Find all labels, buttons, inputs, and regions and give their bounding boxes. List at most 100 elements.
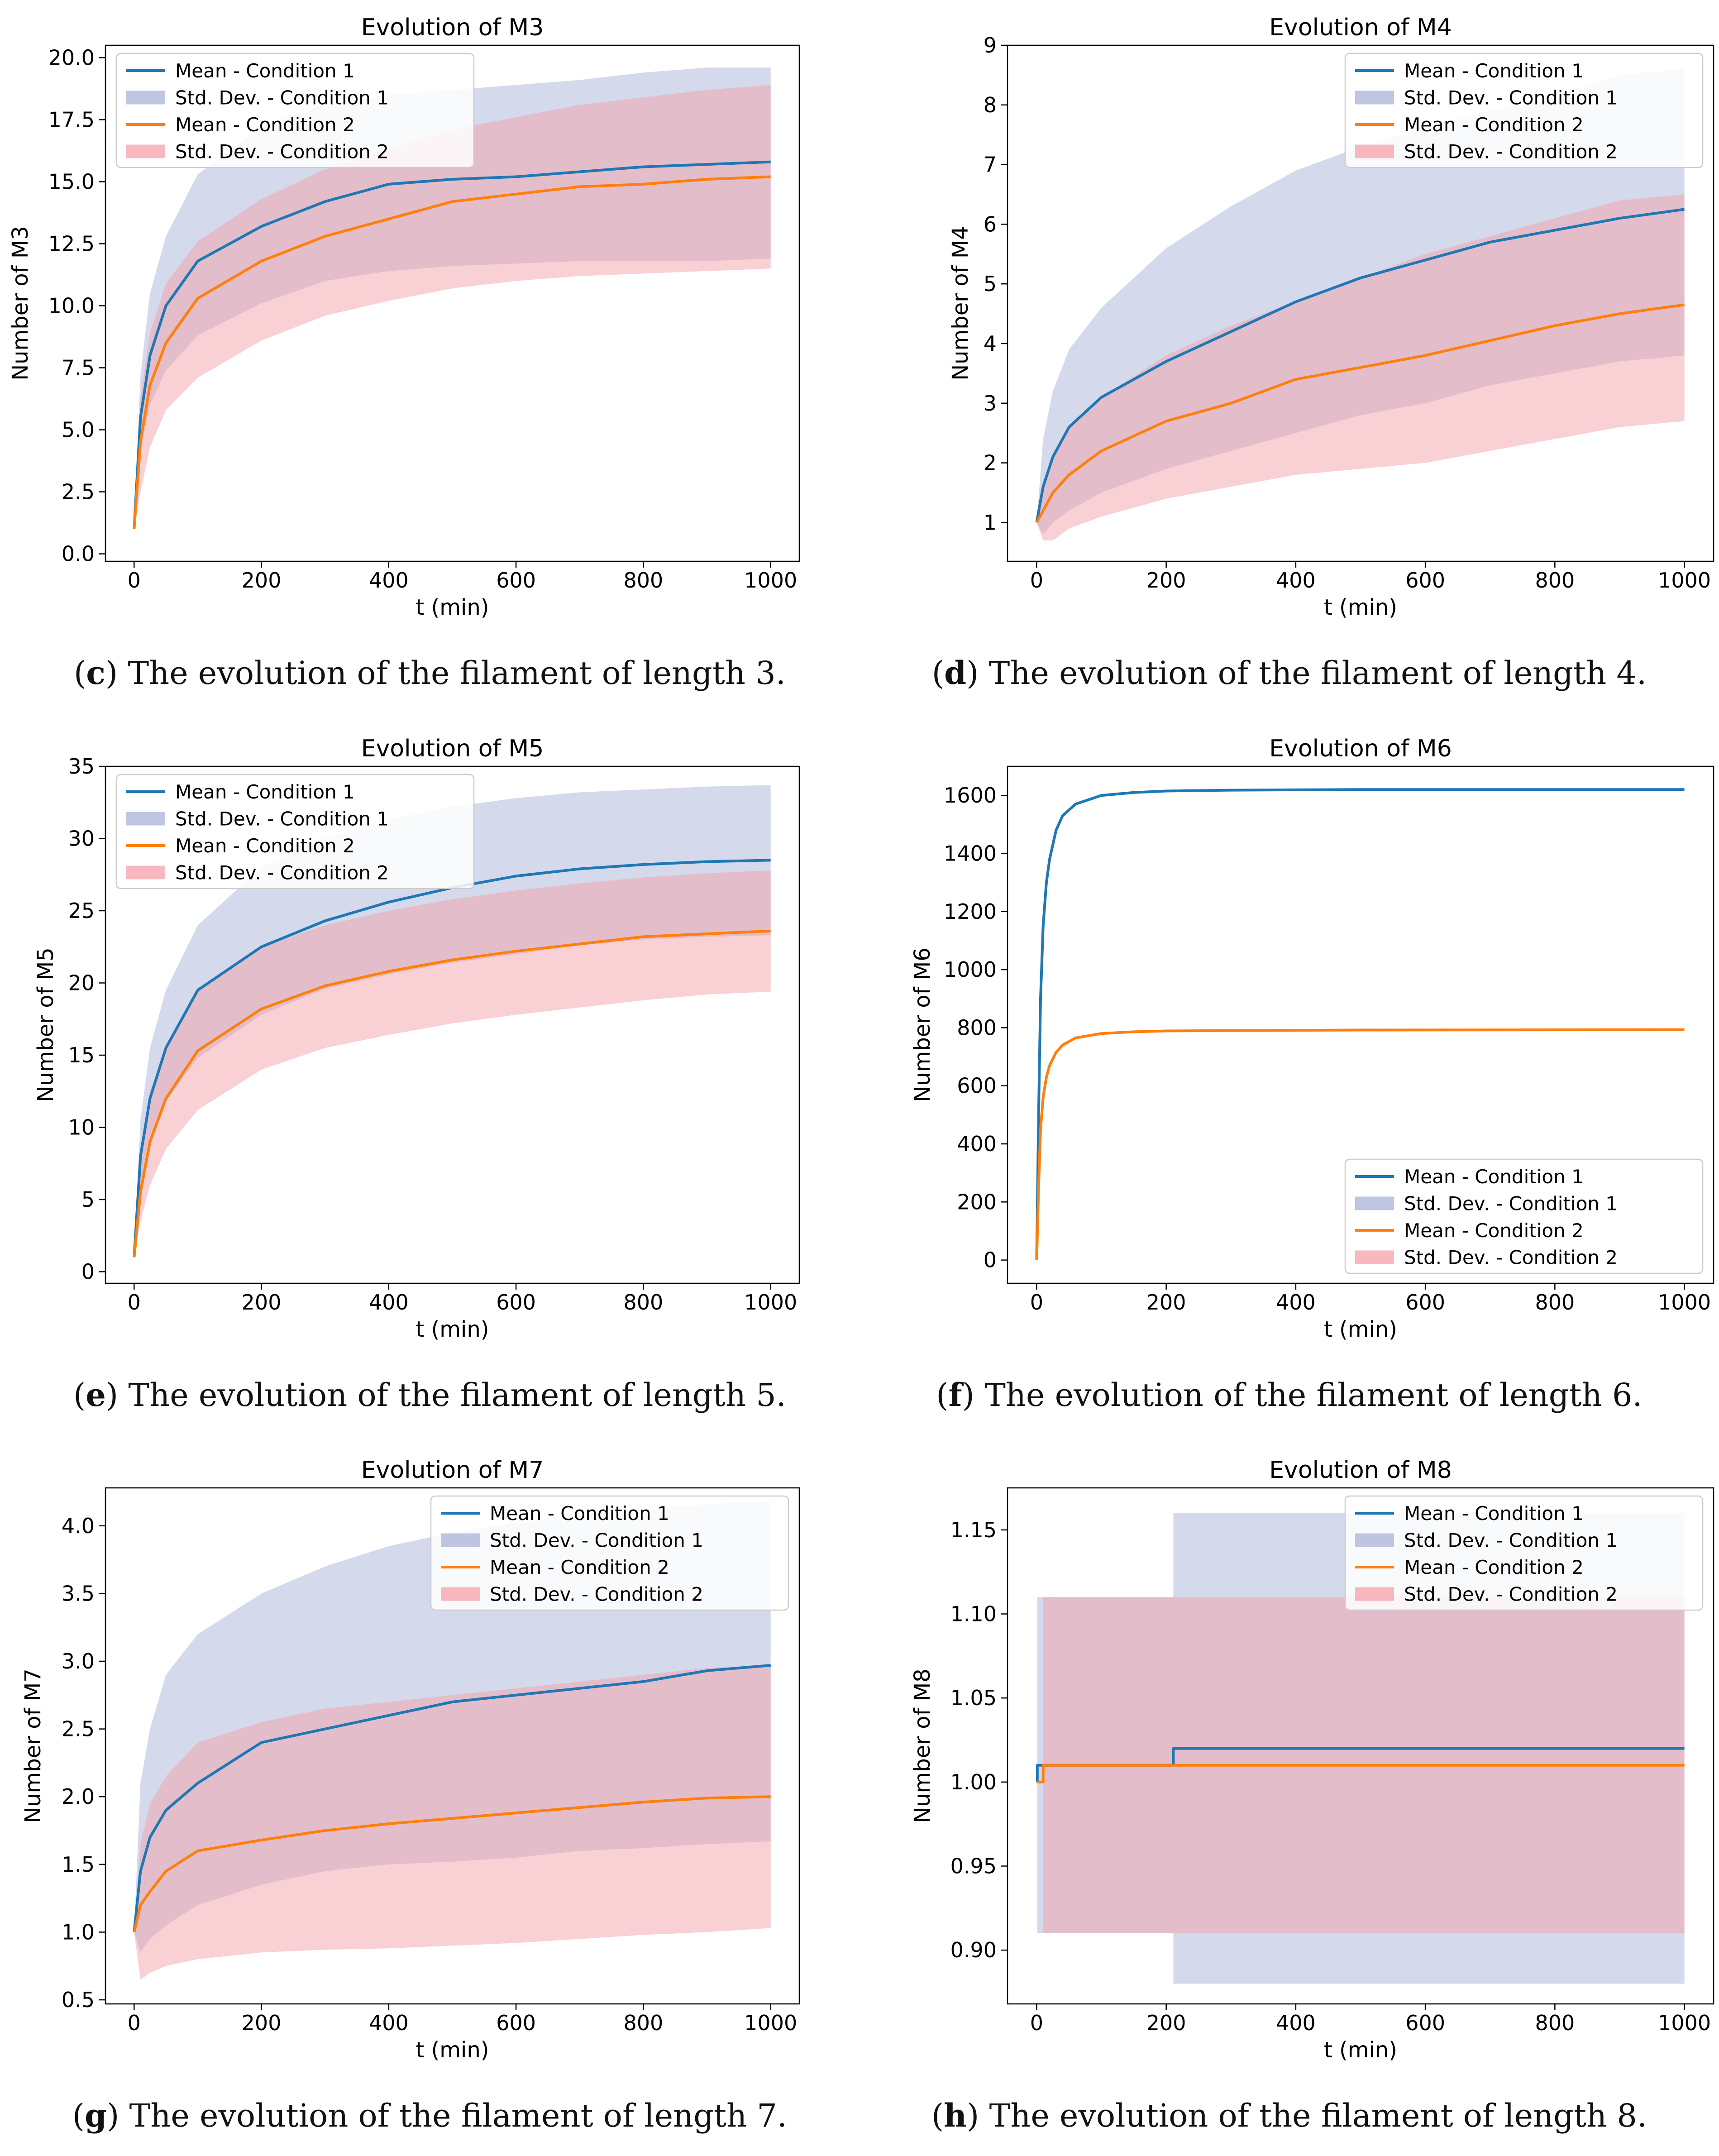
chart-title: Evolution of M3 xyxy=(361,14,544,41)
y-tick-label: 30 xyxy=(68,826,95,851)
legend-mean-condition-1: Mean - Condition 1 xyxy=(490,1502,669,1525)
y-tick-label: 2.0 xyxy=(62,1784,95,1809)
y-tick-label: 1.0 xyxy=(62,1920,95,1944)
plot-frame xyxy=(1007,44,1714,562)
legend-std-condition-2: Std. Dev. - Condition 2 xyxy=(1404,1583,1618,1606)
x-tick-label: 800 xyxy=(624,568,664,593)
y-tick-label: 20 xyxy=(68,970,95,995)
mean-line-condition-1 xyxy=(1035,208,1685,523)
x-tick-label: 600 xyxy=(1405,1290,1445,1315)
y-tick-label: 5.0 xyxy=(62,418,95,442)
legend-std-condition-1-swatch xyxy=(126,812,165,826)
legend-std-condition-1-swatch xyxy=(1355,91,1394,105)
plot-frame xyxy=(1007,1487,1714,2005)
y-tick-label: 0.90 xyxy=(950,1938,997,1962)
x-tick-label: 400 xyxy=(369,568,409,593)
mean-line-condition-2 xyxy=(133,929,771,1257)
legend-std-condition-2: Std. Dev. - Condition 2 xyxy=(175,862,389,884)
x-tick-label: 1000 xyxy=(744,2011,797,2035)
y-tick-label: 1.5 xyxy=(62,1852,95,1877)
y-tick-label: 7.5 xyxy=(62,356,95,380)
x-tick-label: 200 xyxy=(1146,2011,1186,2035)
y-tick-label: 800 xyxy=(957,1015,997,1040)
chart-title: Evolution of M4 xyxy=(1269,14,1452,41)
y-tick-label: 2 xyxy=(984,451,997,475)
legend-mean-condition-2: Mean - Condition 2 xyxy=(490,1556,669,1578)
legend-mean-condition-1: Mean - Condition 1 xyxy=(1404,1502,1584,1525)
legend-std-condition-2-swatch xyxy=(1355,144,1394,158)
legend-std-condition-1-swatch xyxy=(1355,1533,1394,1547)
legend-std-condition-2-swatch xyxy=(441,1587,480,1601)
mean-line-condition-2 xyxy=(1036,1764,1685,1783)
legend: Mean - Condition 1 Std. Dev. - Condition … xyxy=(1344,53,1704,168)
legend-std-condition-1-swatch xyxy=(441,1533,480,1547)
chart-m3: 0 200 400 600 800 1000 0.0 2.5 5.0 7.5 10.0 12.5 15.… xyxy=(8,14,800,620)
y-tick-label: 20.0 xyxy=(48,45,95,70)
x-tick-label: 800 xyxy=(624,2011,664,2035)
x-axis-label: t (min) xyxy=(415,1317,489,1342)
chart-m7: 0 200 400 600 800 1000 0.5 1.0 1.5 2.0 2.5 3.0 3.5 4.… xyxy=(20,1457,800,2063)
chart-m4: 0 200 400 600 800 1000 1 2 3 4 5 6 7 8 9 Evolution of M… xyxy=(948,14,1714,620)
x-tick-label: 600 xyxy=(1405,2011,1445,2035)
plot-frame xyxy=(1007,765,1714,1284)
chart-m5: 0 200 400 600 800 1000 0 5 10 15 20 25 30 35 Evolution… xyxy=(33,735,800,1342)
std-band-condition-2 xyxy=(134,85,771,529)
y-tick-label: 1 xyxy=(984,510,997,535)
x-axis-label: t (min) xyxy=(415,2037,489,2063)
y-tick-label: 9 xyxy=(984,33,997,57)
legend-box xyxy=(430,1495,789,1611)
x-tick-label: 0 xyxy=(1030,568,1043,593)
y-tick-label: 5 xyxy=(81,1187,95,1212)
legend-std-condition-2-swatch xyxy=(1355,1587,1394,1601)
legend-std-condition-1: Std. Dev. - Condition 1 xyxy=(175,87,389,109)
mean-line-condition-2 xyxy=(133,1795,771,1933)
x-axis-label: t (min) xyxy=(1324,595,1397,620)
mean-line-condition-1 xyxy=(133,160,771,529)
y-tick-label: 0 xyxy=(984,1248,997,1272)
caption-d: (d) The evolution of the filament of len… xyxy=(931,654,1647,692)
plot-frame xyxy=(105,765,800,1284)
legend-mean-condition-1: Mean - Condition 1 xyxy=(175,60,355,82)
caption-g: (g) The evolution of the filament of len… xyxy=(72,2097,788,2134)
mean-line-condition-2 xyxy=(1035,303,1685,523)
y-tick-label: 0.95 xyxy=(950,1854,997,1879)
legend-std-condition-2: Std. Dev. - Condition 2 xyxy=(1404,141,1618,163)
y-axis-label: Number of M3 xyxy=(8,226,33,381)
y-tick-label: 600 xyxy=(957,1074,997,1098)
legend-box xyxy=(1344,1158,1704,1274)
x-tick-label: 600 xyxy=(496,1290,536,1315)
x-tick-label: 200 xyxy=(242,1290,282,1315)
x-tick-label: 600 xyxy=(496,2011,536,2035)
x-tick-label: 200 xyxy=(242,2011,282,2035)
y-tick-label: 4.0 xyxy=(62,1514,95,1538)
legend-std-condition-2: Std. Dev. - Condition 2 xyxy=(1404,1247,1618,1269)
mean-line-condition-1 xyxy=(133,1664,771,1932)
legend-mean-condition-2: Mean - Condition 2 xyxy=(175,835,355,857)
x-tick-label: 200 xyxy=(242,568,282,593)
x-tick-label: 1000 xyxy=(1658,568,1711,593)
legend-box xyxy=(115,774,475,889)
y-axis-label: Number of M7 xyxy=(20,1668,46,1823)
x-tick-label: 600 xyxy=(1405,568,1445,593)
x-axis-label: t (min) xyxy=(1324,1317,1397,1342)
legend-std-condition-1: Std. Dev. - Condition 1 xyxy=(1404,1530,1618,1552)
legend-mean-condition-2: Mean - Condition 2 xyxy=(1404,1219,1584,1242)
y-tick-label: 35 xyxy=(68,754,95,779)
std-band-condition-2 xyxy=(134,870,771,1257)
chart-m6: 0 200 400 600 800 1000 0 200 400 600 800 1000 1200 14… xyxy=(910,735,1714,1342)
legend-mean-condition-2: Mean - Condition 2 xyxy=(1404,114,1584,136)
y-tick-label: 2.5 xyxy=(62,480,95,504)
x-tick-label: 800 xyxy=(1535,568,1575,593)
y-tick-label: 12.5 xyxy=(48,231,95,256)
x-tick-label: 1000 xyxy=(1658,1290,1711,1315)
legend-std-condition-1-swatch xyxy=(1355,1196,1394,1210)
x-tick-label: 400 xyxy=(369,1290,409,1315)
x-axis-label: t (min) xyxy=(415,595,489,620)
legend: Mean - Condition 1 Std. Dev. - Condition … xyxy=(430,1495,789,1611)
legend-mean-condition-1: Mean - Condition 1 xyxy=(1404,60,1584,82)
x-tick-label: 200 xyxy=(1146,568,1186,593)
legend-mean-condition-2: Mean - Condition 2 xyxy=(175,114,355,136)
mean-line-condition-2 xyxy=(1035,1028,1685,1260)
y-tick-label: 15 xyxy=(68,1043,95,1067)
